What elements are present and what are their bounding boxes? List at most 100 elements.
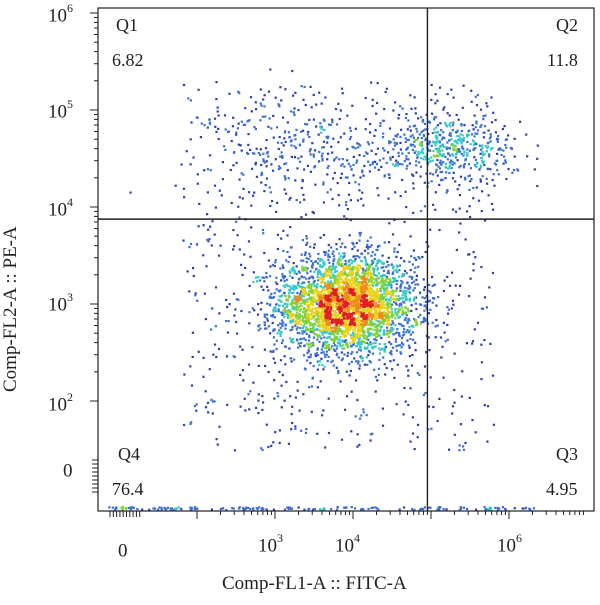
event-dot	[350, 506, 353, 509]
event-dot	[240, 149, 243, 152]
event-dot	[257, 399, 260, 402]
event-dot	[283, 175, 286, 178]
event-dot	[344, 263, 347, 266]
event-dot	[388, 140, 391, 143]
event-dot	[322, 409, 325, 412]
event-dot	[476, 93, 479, 97]
event-dot	[218, 425, 221, 428]
event-dot	[388, 322, 391, 325]
event-dot	[489, 506, 492, 509]
event-dot	[349, 282, 352, 285]
event-dot	[356, 273, 359, 276]
event-dot	[331, 296, 334, 299]
event-dot	[373, 328, 376, 331]
event-dot	[415, 278, 418, 281]
event-dot	[287, 131, 290, 134]
event-dot	[230, 140, 233, 143]
event-dot	[394, 297, 398, 301]
y-tick-label-1e2: 102	[48, 390, 73, 416]
event-dot	[248, 311, 251, 314]
event-dot	[398, 322, 401, 325]
event-dot	[320, 290, 323, 293]
event-dot	[443, 106, 446, 109]
event-dot	[288, 506, 291, 509]
event-dot	[352, 279, 355, 282]
event-dot	[337, 356, 340, 359]
event-dot	[262, 401, 265, 404]
event-dot	[272, 357, 275, 360]
event-dot	[281, 116, 285, 119]
event-dot	[314, 354, 317, 357]
event-dot	[417, 265, 420, 268]
event-dot	[283, 162, 286, 166]
event-dot	[386, 288, 389, 291]
event-dot	[362, 312, 365, 315]
event-dot	[458, 207, 461, 210]
event-dot	[402, 343, 405, 346]
event-dot	[274, 259, 277, 262]
event-dot	[442, 153, 445, 156]
event-dot	[424, 304, 427, 307]
event-dot	[484, 145, 487, 148]
event-dot	[253, 126, 256, 129]
event-dot	[448, 161, 451, 164]
event-dot	[382, 314, 386, 317]
event-dot	[333, 320, 336, 323]
event-dot	[375, 279, 378, 282]
event-dot	[388, 173, 391, 176]
event-dot	[287, 316, 290, 319]
event-dot	[403, 220, 406, 223]
event-dot	[371, 287, 374, 290]
event-dot	[381, 296, 384, 299]
event-dot	[393, 278, 396, 282]
event-dot	[333, 279, 336, 282]
event-dot	[166, 506, 169, 509]
event-dot	[259, 119, 262, 122]
event-dot	[263, 161, 267, 164]
event-dot	[489, 148, 493, 151]
event-dot	[402, 291, 405, 294]
event-dot	[419, 313, 422, 316]
event-dot	[306, 285, 309, 288]
event-dot	[358, 239, 361, 242]
event-dot	[267, 371, 270, 374]
event-dot	[330, 145, 333, 148]
event-dot	[380, 325, 383, 328]
event-dot	[344, 339, 347, 342]
event-dot	[483, 163, 486, 167]
event-dot	[376, 147, 379, 150]
event-dot	[182, 423, 186, 427]
event-dot	[449, 125, 452, 128]
event-dot	[359, 298, 362, 301]
event-dot	[452, 154, 455, 157]
event-dot	[354, 415, 357, 418]
event-dot	[384, 299, 388, 302]
event-dot	[343, 282, 346, 285]
event-dot	[219, 244, 222, 247]
event-dot	[279, 299, 282, 302]
event-dot	[328, 321, 331, 324]
event-dot	[174, 184, 177, 187]
event-dot	[398, 264, 401, 267]
event-dot	[282, 277, 285, 280]
event-dot	[262, 152, 265, 155]
event-dot	[396, 161, 399, 164]
event-dot	[503, 155, 506, 158]
event-dot	[359, 337, 362, 340]
event-dot	[249, 96, 253, 99]
event-dot	[347, 273, 350, 277]
event-dot	[321, 309, 324, 312]
event-dot	[290, 139, 293, 142]
event-dot	[218, 189, 221, 192]
event-dot	[410, 277, 414, 280]
event-dot	[232, 292, 236, 295]
event-dot	[374, 284, 377, 287]
event-dot	[289, 196, 292, 199]
event-dot	[439, 336, 443, 339]
event-dot	[264, 364, 267, 368]
event-dot	[276, 233, 279, 236]
event-dot	[327, 249, 330, 252]
event-dot	[190, 384, 194, 387]
event-dot	[461, 134, 464, 137]
event-dot	[329, 314, 332, 317]
